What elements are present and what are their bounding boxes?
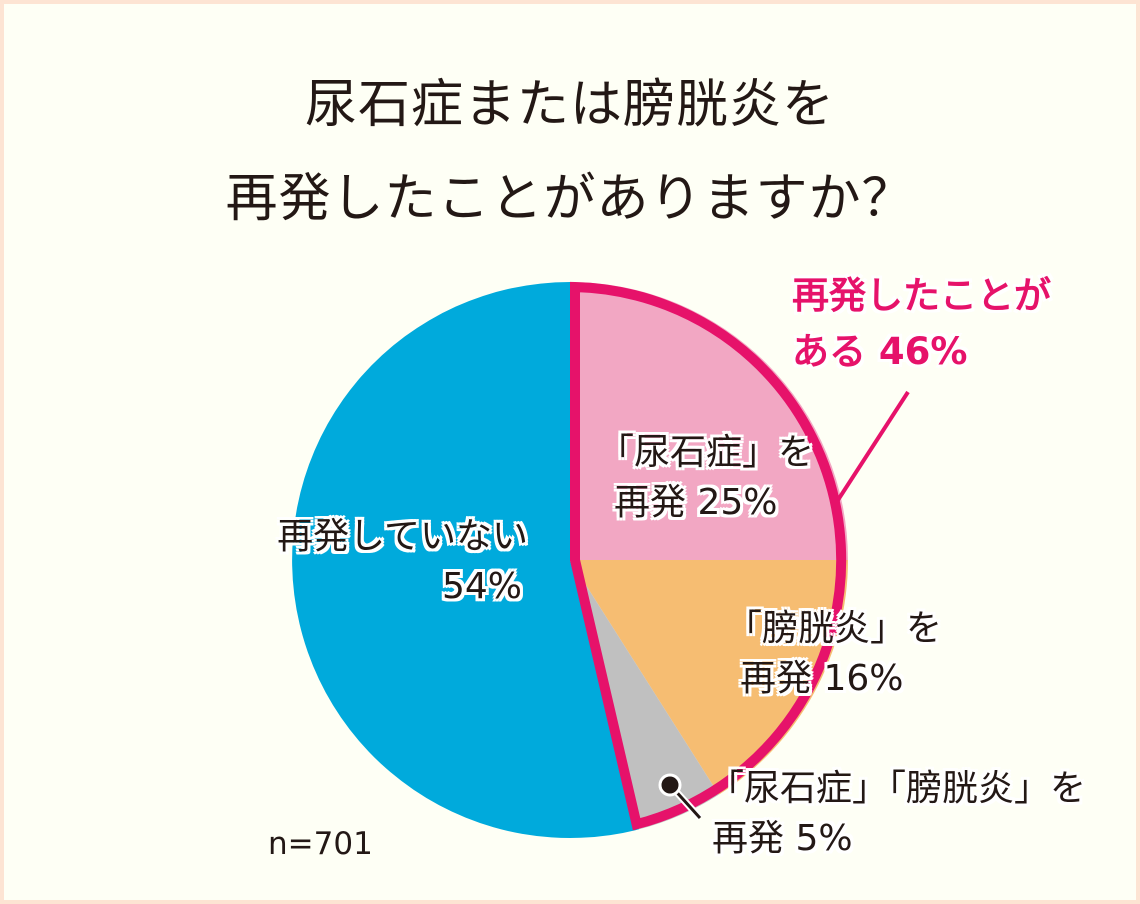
label-none-line1: 再発していない [277,516,528,557]
chart-title-line2: 再発したことがありますか？ [225,169,915,229]
label-both-line2: 再発 5% [712,818,853,859]
label-stone: 「尿石症」を 再発 25% [598,428,814,528]
sample-size: n=701 [268,826,373,862]
chart-title-line1: 尿石症または膀胱炎を [304,75,835,135]
label-both: 「尿石症」「膀胱炎」を 再発 5% [708,764,1086,864]
slice-no-recurrence [292,282,640,838]
label-cystitis: 「膀胱炎」を 再発 16% [726,604,942,704]
label-both-line1: 「尿石症」「膀胱炎」を [708,768,1087,809]
slice-both-recurrence [570,560,719,830]
callout-line1: 再発したことが [792,274,1051,317]
slice-stone-recurrence [570,282,848,560]
label-cystitis-line2: 再発 16% [740,658,904,699]
label-stone-line1: 「尿石症」を [598,432,815,473]
label-stone-line2: 再発 25% [614,482,778,523]
label-cystitis-line1: 「膀胱炎」を [726,608,943,649]
label-none: 再発していない 54% [228,512,528,612]
recurrence-total-callout: 再発したことが ある 46% [792,268,1051,380]
callout-leader-line [836,390,910,502]
recurrence-group-outline [570,281,847,831]
callout-line2: ある 46% [792,330,968,373]
label-none-line2: 54% [441,566,522,607]
both-pointer-dot [658,773,682,797]
